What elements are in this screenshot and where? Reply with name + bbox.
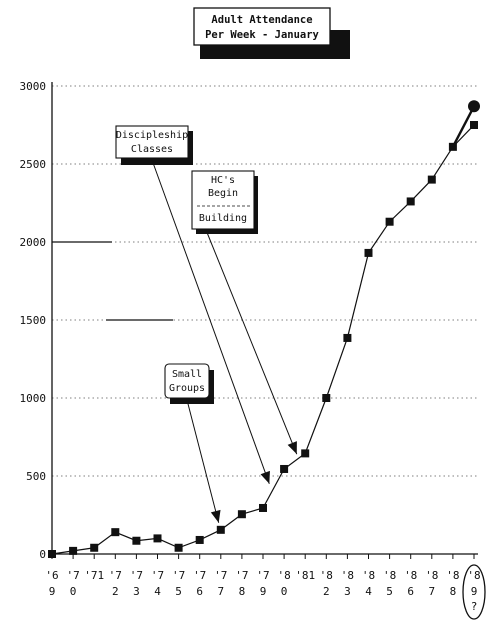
- data-point: [301, 449, 310, 458]
- annotation-text: HC's: [211, 175, 235, 186]
- x-tick-label: 6: [407, 585, 414, 598]
- data-point: [174, 543, 183, 552]
- y-tick-label: 1000: [20, 392, 47, 405]
- annotation-text: Groups: [169, 383, 205, 394]
- x-tick-label: '7: [66, 569, 79, 582]
- x-tick-label: 9: [260, 585, 267, 598]
- data-point: [385, 217, 394, 226]
- data-point: [195, 535, 204, 544]
- data-point: [69, 546, 78, 555]
- annotation-arrow-small-groups-line: [186, 399, 220, 523]
- data-point: [216, 525, 225, 534]
- data-point: [153, 534, 162, 543]
- data-point: [237, 510, 246, 519]
- annotation-box-hcs: [191, 170, 255, 230]
- y-tick-label: 3000: [20, 80, 47, 93]
- x-tick-label: 3: [344, 585, 351, 598]
- annotation-text: Classes: [131, 144, 173, 155]
- x-tick-label: '7: [235, 569, 248, 582]
- x-tick-label: 9: [49, 585, 56, 598]
- x-tick-label: ?: [471, 600, 478, 613]
- x-tick-label: 5: [175, 585, 182, 598]
- data-point: [406, 197, 415, 206]
- annotation-arrow-discipleship-head: [260, 470, 270, 484]
- x-tick-label: '7: [130, 569, 143, 582]
- x-tick-label: 2: [323, 585, 330, 598]
- series-line: [51, 124, 475, 555]
- annotation-text: Begin: [208, 188, 238, 199]
- annotation-layer: Discipleship Classes HC's Begin Building Smal…: [115, 125, 298, 523]
- axes-layer: 0 500 1000 1500 2000 2500 3000 '6 9 '7 0 '71 '7 2 '7 3 '…: [20, 80, 486, 620]
- annotation-arrow-small-groups-head: [210, 509, 221, 523]
- x-tick-label: 2: [112, 585, 119, 598]
- x-tick-label: '8: [341, 569, 354, 582]
- x-tick-label: 0: [281, 585, 288, 598]
- annotation-text: Building: [199, 213, 247, 224]
- x-tick-label: '7: [256, 569, 269, 582]
- x-tick-label: '8: [425, 569, 438, 582]
- x-tick-label: '7: [151, 569, 164, 582]
- x-tick-label: 6: [196, 585, 203, 598]
- x-tick-label: '7: [172, 569, 185, 582]
- annotation-box-discipleship: [115, 125, 189, 159]
- x-tick-label: 4: [365, 585, 372, 598]
- y-tick-label: 2500: [20, 158, 47, 171]
- x-tick-label: '8: [362, 569, 375, 582]
- x-tick-label: '8: [404, 569, 417, 582]
- x-tick-label: '81: [295, 569, 315, 582]
- x-tick-label: '8: [446, 569, 459, 582]
- chart-title-line-1: Adult Attendance: [211, 14, 312, 26]
- data-point: [259, 503, 267, 512]
- data-point: [343, 333, 352, 342]
- y-tick-label: 1500: [20, 314, 47, 327]
- data-point: [364, 248, 373, 257]
- x-tick-label: 8: [450, 585, 457, 598]
- annotation-arrow-discipleship-line: [151, 159, 270, 484]
- x-tick-label: 8: [239, 585, 246, 598]
- x-tick-label: 3: [133, 585, 140, 598]
- chart-title-line-2: Per Week - January: [205, 29, 319, 41]
- annotation-arrow-hcs-line: [205, 229, 298, 455]
- y-tick-label: 2000: [20, 236, 47, 249]
- x-tick-label: 7: [428, 585, 435, 598]
- annotation-text: Discipleship: [116, 130, 188, 141]
- data-point: [280, 464, 289, 473]
- projection-line: [451, 105, 476, 148]
- data-point: [470, 121, 478, 129]
- x-tick-label: '8: [320, 569, 333, 582]
- annotation-text: Small: [172, 369, 202, 380]
- data-point: [132, 536, 141, 545]
- annotation-arrow-hcs-head: [287, 441, 297, 455]
- x-tick-label: 4: [154, 585, 161, 598]
- y-tick-label: 500: [26, 470, 46, 483]
- x-tick-label: 0: [70, 585, 77, 598]
- data-point: [111, 528, 120, 537]
- x-tick-label-circle: [462, 564, 486, 620]
- data-point: [90, 543, 99, 552]
- data-point: [322, 394, 331, 402]
- x-tick-label: '7: [109, 569, 122, 582]
- y-tick-label: 0: [39, 548, 46, 561]
- data-point: [48, 550, 56, 558]
- x-tick-label: '7: [193, 569, 206, 582]
- x-tick-label: '6: [45, 569, 58, 582]
- x-tick-label: 7: [217, 585, 224, 598]
- x-tick-label: '8: [277, 569, 290, 582]
- x-tick-label: '8: [467, 569, 480, 582]
- x-tick-label: 9: [471, 585, 478, 598]
- chart-title-box: Adult Attendance Per Week - January: [193, 7, 350, 59]
- annotation-box-small-groups: [164, 363, 210, 399]
- data-point: [427, 175, 436, 184]
- x-tick-label: '8: [383, 569, 396, 582]
- x-tick-label: 5: [386, 585, 393, 598]
- series-layer: [48, 100, 480, 558]
- x-tick-label: '71: [84, 569, 104, 582]
- x-tick-label: '7: [214, 569, 227, 582]
- projected-point: [468, 100, 480, 113]
